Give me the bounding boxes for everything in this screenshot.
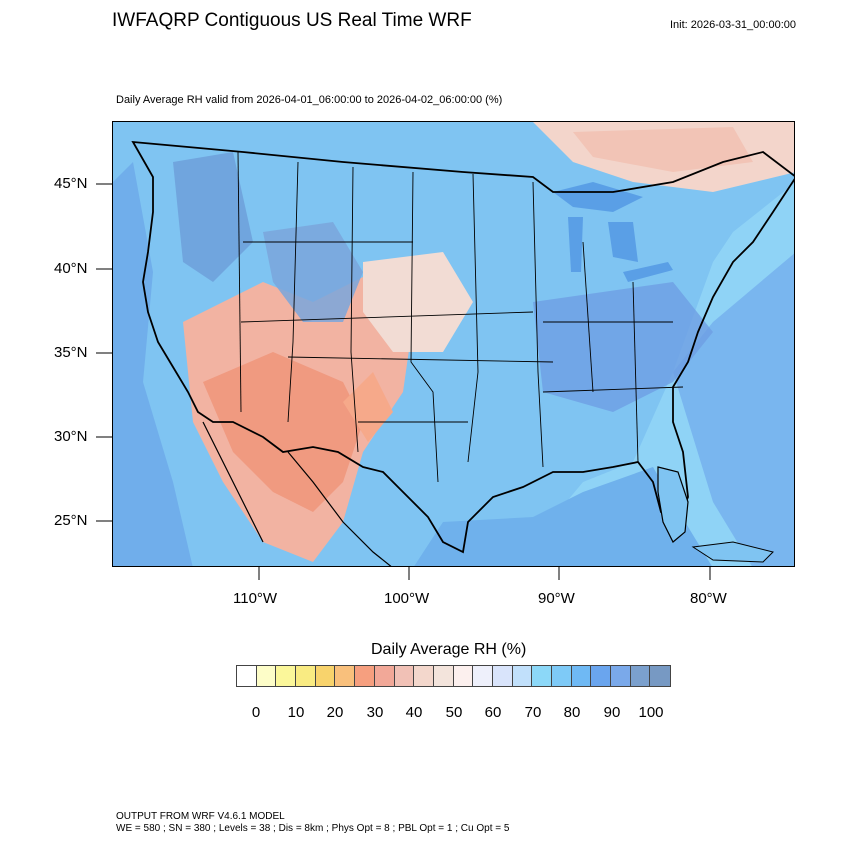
field-subtitle: Daily Average RH valid from 2026-04-01_0… [116,94,503,106]
colorbar-label-60: 60 [484,704,502,721]
gulf-field [414,467,712,566]
lat-label-30n: 30°N [54,428,88,445]
colorbar-swatch [512,666,533,686]
lake-michigan [568,217,583,272]
baja-coast [202,421,264,543]
init-time-label: Init: 2026-03-31_00:00:00 [670,19,796,31]
atlantic-field [673,253,794,566]
lake-huron [608,222,638,262]
colorbar-label-40: 40 [405,704,423,721]
colorbar-swatch [532,666,552,686]
colorbar-label-0: 0 [251,704,261,721]
colorbar-swatch [237,666,257,686]
dry-region-plains [363,252,473,352]
colorbar-swatch [492,666,513,686]
colorbar-label-70: 70 [524,704,542,721]
lat-label-35n: 35°N [54,344,88,361]
colorbar-swatch [552,666,572,686]
model-footer-line1: OUTPUT FROM WRF V4.6.1 MODEL [116,811,285,822]
colorbar-label-30: 30 [366,704,384,721]
driest-region-southwest [203,352,363,512]
state-borders [237,151,684,483]
cuba-outline [691,541,774,563]
lat-label-40n: 40°N [54,260,88,277]
pacific-field [113,162,193,566]
colorbar-label-80: 80 [563,704,581,721]
lon-label-100w: 100°W [384,590,430,607]
rh-map [112,121,795,567]
lat-label-45n: 45°N [54,175,88,192]
driest-region-north [573,127,753,172]
colorbar-swatch [374,666,395,686]
colorbar-swatch [650,666,671,686]
colorbar-swatch [433,666,454,686]
colorbar-swatch [591,666,612,686]
colorbar-swatch [630,666,651,686]
colorbar-title: Daily Average RH (%) [371,641,527,658]
colorbar-swatch [571,666,592,686]
mexico-coast [287,451,392,566]
colorbar-swatch [355,666,375,686]
colorbar-label-100: 100 [638,704,664,721]
colorbar-swatch [453,666,474,686]
colorbar-label-90: 90 [603,704,621,721]
us-outline [131,140,794,554]
moist-region-northwest [173,152,253,282]
map-title: IWFAQRP Contiguous US Real Time WRF [112,10,472,31]
florida-outline [657,466,689,543]
lake-superior [553,182,643,212]
lon-label-90w: 90°W [538,590,575,607]
colorbar-swatch [256,666,277,686]
lat-ticks [96,183,112,522]
moist-region-rockies [263,222,363,322]
colorbar-swatch [394,666,415,686]
colorbar-swatch [414,666,434,686]
model-footer-line2: WE = 580 ; SN = 380 ; Levels = 38 ; Dis … [116,823,510,834]
colorbar-swatch [315,666,336,686]
lat-label-25n: 25°N [54,512,88,529]
colorbar-label-50: 50 [445,704,463,721]
colorbar-swatch [473,666,493,686]
lake-erie [623,262,673,282]
colorbar [236,665,672,687]
rh-map-canvas [113,122,794,566]
dry-region-new-mexico [343,372,393,442]
colorbar-swatch [611,666,631,686]
colorbar-swatch [296,666,316,686]
colorbar-label-10: 10 [287,704,305,721]
lon-ticks [258,566,711,580]
moist-region-east [533,282,713,412]
colorbar-swatch [276,666,297,686]
lon-label-80w: 80°W [690,590,727,607]
colorbar-swatch [335,666,356,686]
colorbar-label-20: 20 [326,704,344,721]
lon-label-110w: 110°W [233,590,278,607]
